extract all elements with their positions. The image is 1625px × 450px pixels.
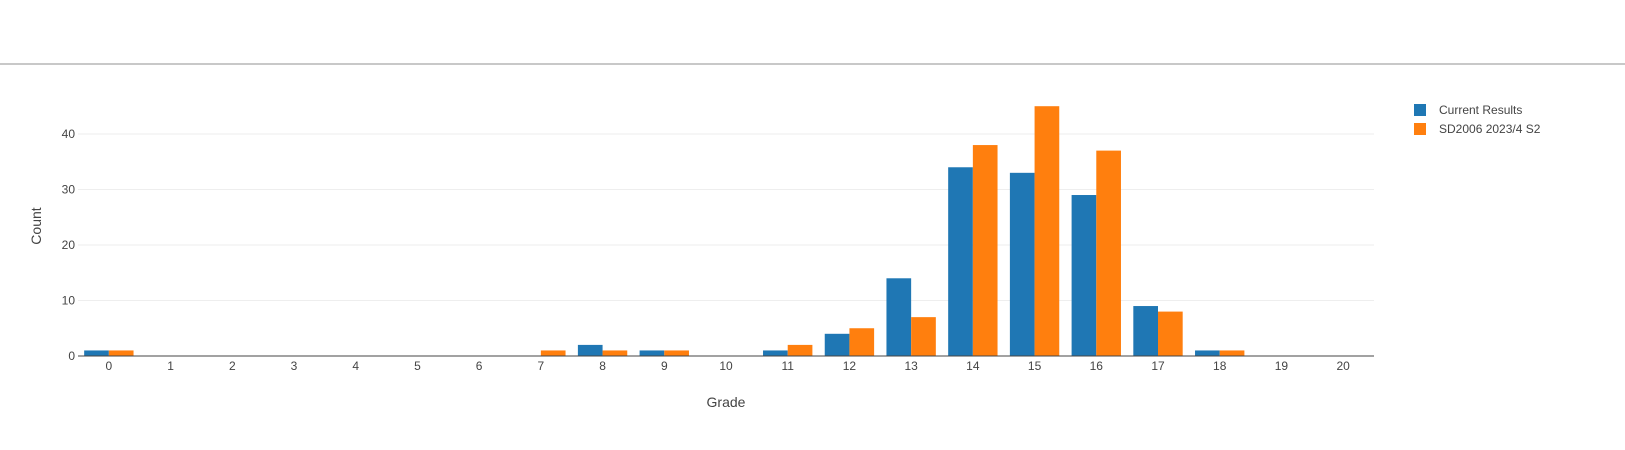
bar-sd2006-grade-14[interactable] xyxy=(972,145,998,356)
top-bar xyxy=(0,0,1625,65)
x-tick-label: 12 xyxy=(843,359,857,373)
bars xyxy=(84,106,1245,357)
bar-current-results-grade-11[interactable] xyxy=(763,350,788,356)
x-tick-label: 8 xyxy=(599,359,606,373)
bar-current-results-grade-18[interactable] xyxy=(1195,350,1220,356)
x-tick-label: 9 xyxy=(661,359,668,373)
bar-sd2006-grade-0[interactable] xyxy=(108,350,134,356)
x-tick-label: 3 xyxy=(291,359,298,373)
bar-sd2006-grade-9[interactable] xyxy=(664,350,689,356)
bar-sd2006-grade-18[interactable] xyxy=(1219,350,1245,356)
bar-current-results-grade-13[interactable] xyxy=(886,278,912,356)
bar-sd2006-grade-8[interactable] xyxy=(602,350,628,356)
legend-label: SD2006 2023/4 S2 xyxy=(1439,122,1541,136)
y-tick-label: 30 xyxy=(62,182,76,196)
x-tick-label: 20 xyxy=(1336,359,1350,373)
x-tick-label: 0 xyxy=(106,359,113,373)
legend-label: Current Results xyxy=(1439,103,1522,117)
x-tick-label: 13 xyxy=(904,359,918,373)
bar-sd2006-grade-7[interactable] xyxy=(540,350,566,356)
legend-swatch xyxy=(1414,123,1426,135)
bar-sd2006-grade-11[interactable] xyxy=(787,344,813,356)
bar-sd2006-grade-16[interactable] xyxy=(1096,150,1121,356)
bar-current-results-grade-8[interactable] xyxy=(577,344,603,356)
bar-sd2006-grade-12[interactable] xyxy=(849,328,875,356)
gridlines xyxy=(78,133,1374,301)
legend-swatch xyxy=(1414,104,1426,116)
x-axis-title: Grade xyxy=(707,394,746,410)
y-tick-label: 10 xyxy=(62,293,76,307)
bar-current-results-grade-12[interactable] xyxy=(824,333,850,356)
bar-current-results-grade-9[interactable] xyxy=(639,350,665,356)
x-tick-label: 11 xyxy=(781,359,794,373)
bar-sd2006-grade-13[interactable] xyxy=(911,317,936,356)
x-tick-labels: 0 1 2 3 4 5 6 7 8 9 10 11 12 13 14 15 16 17 18 19 20 xyxy=(106,359,1351,373)
legend[interactable]: Current Results SD2006 2023/4 S2 xyxy=(1414,103,1541,136)
y-tick-label: 0 xyxy=(68,349,75,363)
y-axis-title: Count xyxy=(28,207,44,244)
x-tick-label: 19 xyxy=(1275,359,1289,373)
y-tick-label: 20 xyxy=(62,238,76,252)
bar-current-results-grade-17[interactable] xyxy=(1133,306,1158,356)
bar-current-results-grade-14[interactable] xyxy=(948,167,973,356)
x-tick-label: 17 xyxy=(1151,359,1165,373)
x-tick-label: 10 xyxy=(719,359,733,373)
x-tick-label: 6 xyxy=(476,359,483,373)
y-tick-labels: 0 10 20 30 40 xyxy=(62,127,76,363)
bar-current-results-grade-16[interactable] xyxy=(1071,195,1097,356)
legend-item[interactable]: Current Results xyxy=(1414,103,1522,117)
x-tick-label: 16 xyxy=(1090,359,1104,373)
bar-current-results-grade-15[interactable] xyxy=(1009,172,1035,356)
bar-sd2006-grade-17[interactable] xyxy=(1158,311,1183,356)
bar-sd2006-grade-15[interactable] xyxy=(1034,106,1060,357)
x-tick-label: 18 xyxy=(1213,359,1227,373)
x-tick-label: 5 xyxy=(414,359,421,373)
bar-current-results-grade-0[interactable] xyxy=(84,350,109,356)
x-tick-label: 2 xyxy=(229,359,236,373)
x-tick-label: 4 xyxy=(352,359,359,373)
y-tick-label: 40 xyxy=(62,127,76,141)
x-tick-label: 14 xyxy=(966,359,980,373)
x-tick-label: 15 xyxy=(1028,359,1042,373)
legend-item[interactable]: SD2006 2023/4 S2 xyxy=(1414,122,1541,136)
x-tick-label: 7 xyxy=(538,359,545,373)
x-tick-label: 1 xyxy=(167,359,174,373)
